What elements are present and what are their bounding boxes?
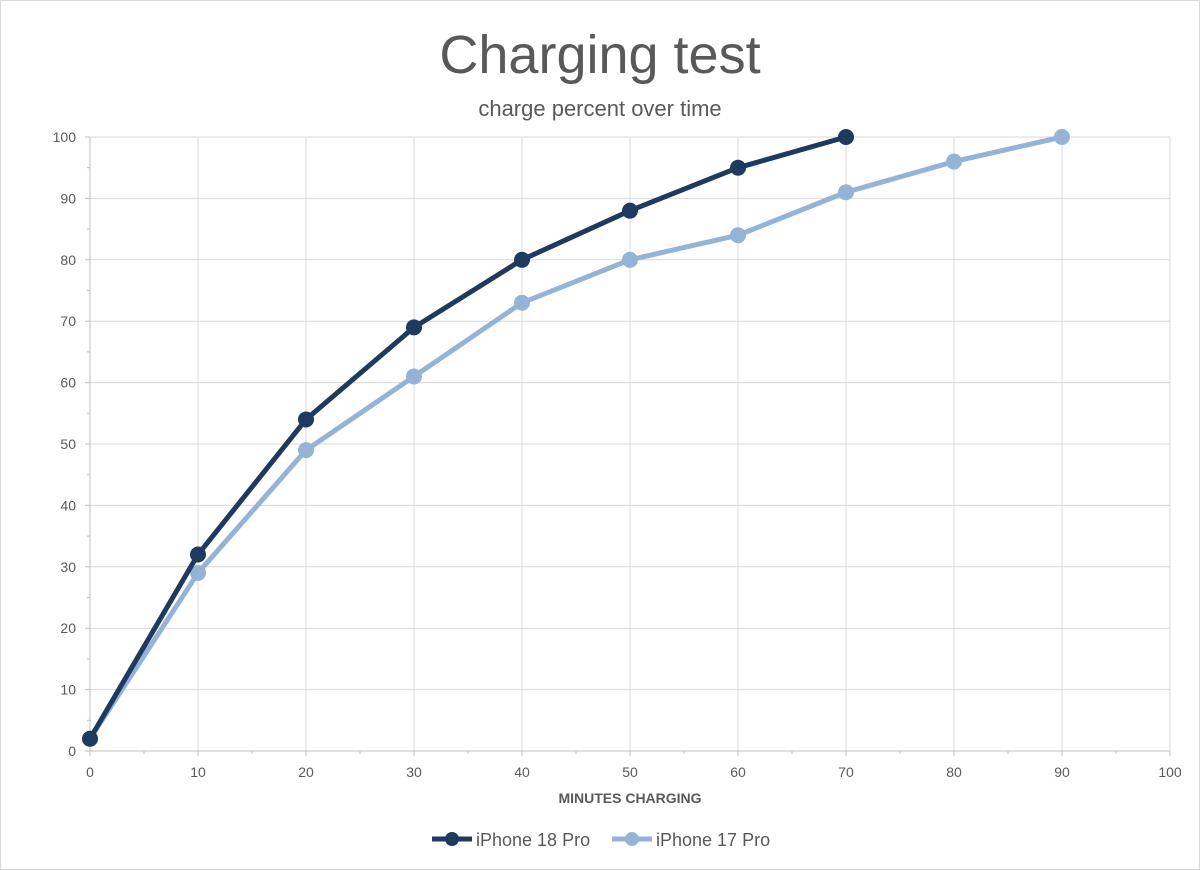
data-point xyxy=(730,227,746,244)
legend-swatch-marker xyxy=(625,832,639,846)
x-tick-label: 70 xyxy=(838,764,854,780)
data-point xyxy=(622,202,638,219)
x-tick-label: 90 xyxy=(1054,764,1070,780)
data-point xyxy=(190,564,206,581)
chart-subtitle: charge percent over time xyxy=(478,96,722,121)
y-tick-label: 0 xyxy=(68,743,76,759)
x-axis-title: MINUTES CHARGING xyxy=(558,790,701,806)
data-point xyxy=(298,411,314,428)
grid xyxy=(90,136,1171,751)
x-tick-label: 80 xyxy=(946,764,962,780)
legend-entry: iPhone 17 Pro xyxy=(612,830,770,850)
x-tick-label: 40 xyxy=(514,764,530,780)
data-point xyxy=(514,251,530,268)
data-point xyxy=(622,251,638,268)
y-tick-label: 60 xyxy=(60,375,76,391)
y-tick-label: 100 xyxy=(53,129,77,145)
legend-swatch-marker xyxy=(445,832,459,846)
y-tick-label: 30 xyxy=(60,559,76,575)
y-tick-label: 40 xyxy=(60,497,76,513)
x-tick-label: 10 xyxy=(190,764,206,780)
x-tick-label: 50 xyxy=(622,764,638,780)
data-point xyxy=(406,319,422,336)
x-tick-label: 0 xyxy=(86,764,94,780)
data-point xyxy=(298,442,314,459)
x-tick-label: 100 xyxy=(1158,764,1182,780)
x-tick-label: 20 xyxy=(298,764,314,780)
series-line xyxy=(87,134,849,742)
legend: iPhone 18 Pro iPhone 17 Pro xyxy=(432,830,770,850)
data-point xyxy=(730,159,746,176)
data-point xyxy=(406,368,422,385)
y-tick-label: 90 xyxy=(60,190,76,206)
legend-entry: iPhone 18 Pro xyxy=(432,830,590,850)
chart-title: Charging test xyxy=(439,25,761,85)
x-tick-label: 30 xyxy=(406,764,422,780)
series-line xyxy=(87,134,1065,742)
series-group xyxy=(82,129,854,747)
y-tick-label: 80 xyxy=(60,252,76,268)
series-group xyxy=(82,129,1070,747)
axes: 0 10 20 30 40 50 60 70 80 90 100 0 10 20 30 40 50 60 70 80 9… xyxy=(53,129,1182,780)
y-tick-label: 50 xyxy=(60,436,76,452)
legend-label: iPhone 17 Pro xyxy=(656,830,770,850)
x-tick-label: 60 xyxy=(730,764,746,780)
y-tick-label: 10 xyxy=(60,682,76,698)
y-tick-label: 70 xyxy=(60,313,76,329)
y-tick-label: 20 xyxy=(60,620,76,636)
legend-label: iPhone 18 Pro xyxy=(476,830,590,850)
data-point xyxy=(514,294,530,311)
data-point xyxy=(1054,129,1070,145)
data-point xyxy=(190,546,206,563)
series-layer xyxy=(82,129,1070,747)
data-point xyxy=(838,184,854,201)
data-point xyxy=(838,129,854,145)
data-point xyxy=(82,730,98,747)
data-point xyxy=(946,153,962,170)
